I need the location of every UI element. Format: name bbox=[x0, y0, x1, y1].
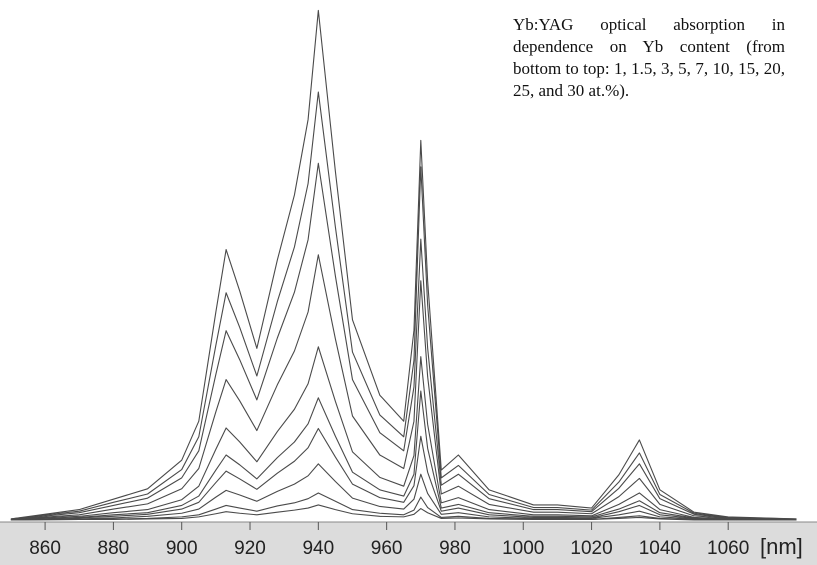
series-line bbox=[10, 492, 797, 521]
x-axis-label: [nm] bbox=[760, 534, 803, 559]
x-tick-label: 1000 bbox=[502, 538, 544, 559]
x-tick-label: 940 bbox=[302, 538, 334, 559]
x-tick-label: 900 bbox=[166, 538, 198, 559]
x-tick-label: 1020 bbox=[570, 538, 612, 559]
x-tick-label: 960 bbox=[371, 538, 403, 559]
x-tick-label: 880 bbox=[98, 538, 130, 559]
x-tick-label: 1040 bbox=[639, 538, 681, 559]
x-tick-label: 860 bbox=[29, 538, 61, 559]
series-line bbox=[10, 91, 797, 520]
series-line bbox=[10, 254, 797, 521]
annotation: Yb:YAG optical absorption in dependence … bbox=[513, 15, 785, 100]
x-tick-label: 1060 bbox=[707, 538, 749, 559]
series-line bbox=[10, 427, 797, 521]
series-line bbox=[10, 504, 797, 521]
x-tick-label: 920 bbox=[234, 538, 266, 559]
series-line bbox=[10, 9, 797, 520]
axis-band bbox=[0, 522, 817, 565]
series-line bbox=[10, 346, 797, 521]
series-line bbox=[10, 463, 797, 521]
x-tick-label: 980 bbox=[439, 538, 471, 559]
series-line bbox=[10, 162, 797, 521]
series-line bbox=[10, 390, 797, 521]
